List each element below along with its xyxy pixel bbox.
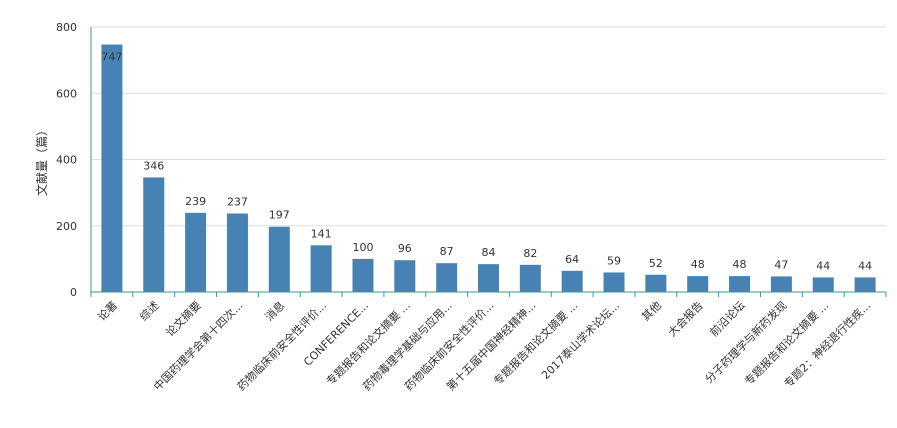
- bar: [603, 272, 625, 292]
- labels: 0200400600800747论著346综述239论文摘要237中国药理学会第…: [56, 21, 873, 393]
- x-tick-label: 大会报告: [665, 298, 706, 339]
- data-label: 747: [101, 51, 122, 64]
- x-tick-label: 前沿论坛: [707, 298, 748, 339]
- bar: [770, 276, 792, 292]
- x-tick-label: 专题报告和论文摘要 ...: [742, 298, 832, 388]
- bar: [310, 245, 332, 292]
- bar: [226, 213, 248, 292]
- x-tick-label: 专题报告和论文摘要 ...: [323, 298, 413, 388]
- data-label: 82: [523, 247, 537, 260]
- data-label: 48: [691, 258, 705, 271]
- data-label: 44: [858, 259, 872, 272]
- data-label: 48: [733, 258, 747, 271]
- y-tick-label: 600: [56, 87, 77, 100]
- bar: [101, 44, 123, 293]
- bar: [185, 212, 207, 292]
- bar: [268, 226, 290, 292]
- bar: [143, 177, 165, 292]
- data-label: 100: [352, 241, 373, 254]
- data-label: 64: [565, 253, 579, 266]
- x-tick-label: 论文摘要: [163, 298, 204, 339]
- bar: [519, 264, 541, 292]
- x-tick-label: 消息: [262, 298, 287, 323]
- data-label: 59: [607, 254, 621, 267]
- x-tick-label: 综述: [136, 298, 161, 323]
- bar: [854, 277, 876, 292]
- data-label: 141: [311, 227, 332, 240]
- bar: [394, 260, 416, 292]
- x-tick-label: 专题报告和论文摘要 ...: [491, 298, 581, 388]
- data-label: 346: [143, 159, 164, 172]
- y-tick-label: 400: [56, 154, 77, 167]
- x-tick-label: 论著: [95, 298, 120, 323]
- y-tick-label: 800: [56, 21, 77, 34]
- bars: [101, 44, 876, 293]
- data-label: 197: [269, 209, 290, 222]
- data-label: 84: [482, 246, 496, 259]
- data-label: 52: [649, 257, 663, 270]
- data-label: 239: [185, 195, 206, 208]
- bar: [729, 276, 751, 292]
- bar: [687, 276, 709, 292]
- bar: [812, 277, 834, 292]
- bar: [436, 263, 458, 292]
- y-tick-label: 200: [56, 220, 77, 233]
- bar: [478, 264, 499, 292]
- x-tick-label: 其他: [639, 299, 664, 324]
- data-label: 96: [398, 242, 412, 255]
- bar: [561, 270, 583, 292]
- bar: [352, 258, 374, 292]
- y-axis-label: 文献量（篇）: [34, 124, 49, 196]
- data-label: 44: [816, 259, 830, 272]
- data-label: 87: [440, 245, 454, 258]
- data-label: 47: [774, 258, 788, 271]
- bar: [645, 274, 667, 292]
- axes: [90, 27, 887, 297]
- x-tick-label: 2017泰山学术论坛...: [538, 298, 622, 382]
- data-label: 237: [227, 195, 248, 208]
- grid-lines: [91, 26, 886, 227]
- y-tick-label: 0: [70, 286, 77, 299]
- x-tick-label: 分子药理学与新药发现: [702, 298, 790, 386]
